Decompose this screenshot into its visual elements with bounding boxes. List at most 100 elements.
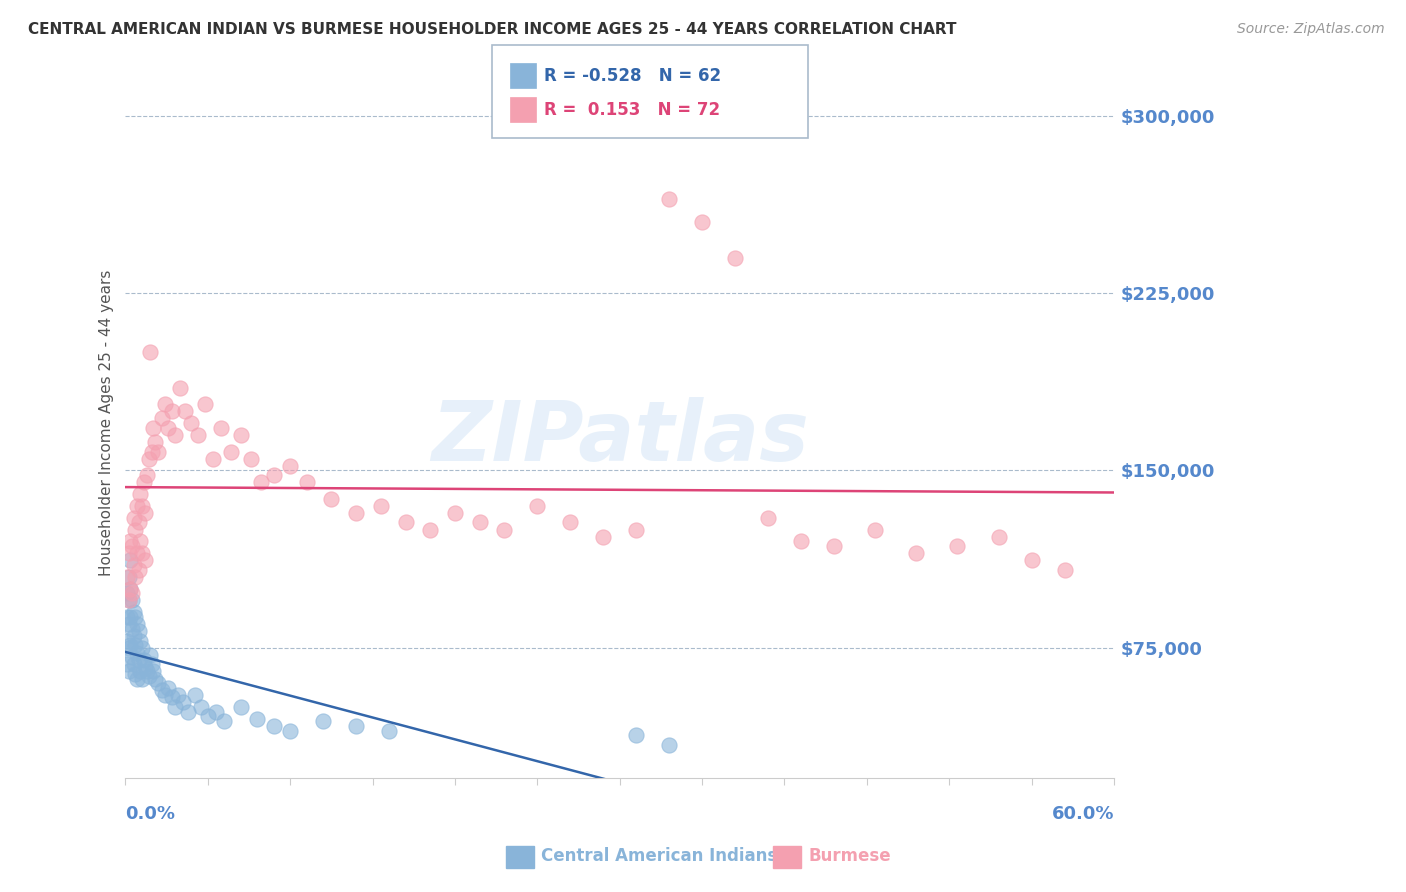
Point <box>120 582 142 596</box>
Point <box>124 666 146 681</box>
Point <box>167 688 190 702</box>
Point <box>121 622 143 636</box>
Point <box>219 444 242 458</box>
Point <box>118 593 141 607</box>
Point <box>150 411 173 425</box>
Point <box>124 570 146 584</box>
Text: 0.0%: 0.0% <box>125 805 176 823</box>
Text: ZIPatlas: ZIPatlas <box>430 397 808 478</box>
Point <box>125 499 148 513</box>
Point <box>658 738 681 752</box>
Point <box>129 534 152 549</box>
Point <box>125 546 148 560</box>
Point <box>157 421 180 435</box>
Point <box>124 610 146 624</box>
Point <box>115 610 138 624</box>
Point <box>121 539 143 553</box>
Point <box>122 558 145 572</box>
Text: R = -0.528   N = 62: R = -0.528 N = 62 <box>544 67 721 85</box>
Point <box>142 665 165 679</box>
Point <box>987 530 1010 544</box>
Point <box>239 451 262 466</box>
Point <box>246 712 269 726</box>
Point <box>197 709 219 723</box>
Point <box>120 610 142 624</box>
Text: 60.0%: 60.0% <box>1052 805 1114 823</box>
Point <box>131 672 153 686</box>
Point <box>163 428 186 442</box>
Point <box>624 523 647 537</box>
Point <box>134 659 156 673</box>
Point <box>157 681 180 695</box>
Point <box>229 699 252 714</box>
Point <box>115 570 138 584</box>
Point <box>193 397 215 411</box>
Point <box>138 669 160 683</box>
Point <box>128 624 150 639</box>
Point <box>153 688 176 702</box>
Point <box>135 468 157 483</box>
Point <box>129 487 152 501</box>
Point <box>560 516 582 530</box>
Point <box>122 629 145 643</box>
Point <box>115 657 138 672</box>
Point <box>121 650 143 665</box>
Point <box>756 510 779 524</box>
Text: Central American Indians: Central American Indians <box>541 847 778 865</box>
Point <box>125 672 148 686</box>
Point <box>187 428 209 442</box>
Point <box>143 435 166 450</box>
Point <box>141 444 163 458</box>
Point <box>135 665 157 679</box>
Point <box>229 428 252 442</box>
Point <box>118 640 141 655</box>
Point <box>125 646 148 660</box>
Point <box>444 506 467 520</box>
Point <box>190 699 212 714</box>
Point <box>118 665 141 679</box>
Point <box>124 523 146 537</box>
Point <box>128 652 150 666</box>
Point <box>177 705 200 719</box>
Point <box>905 546 928 560</box>
Point <box>205 705 228 719</box>
Point <box>278 723 301 738</box>
Point <box>169 381 191 395</box>
Point <box>128 563 150 577</box>
Point <box>134 506 156 520</box>
Point <box>148 676 170 690</box>
Point <box>121 593 143 607</box>
Point <box>131 640 153 655</box>
Point <box>132 652 155 666</box>
Point <box>120 582 142 596</box>
Point <box>321 491 343 506</box>
Point <box>148 444 170 458</box>
Point <box>122 510 145 524</box>
Point <box>139 345 162 359</box>
Point <box>724 251 747 265</box>
Point <box>183 688 205 702</box>
Point <box>494 523 516 537</box>
Point <box>295 475 318 490</box>
Point <box>120 553 142 567</box>
Y-axis label: Householder Income Ages 25 - 44 years: Householder Income Ages 25 - 44 years <box>100 270 114 576</box>
Point <box>122 605 145 619</box>
Point <box>370 499 392 513</box>
Point <box>143 672 166 686</box>
Point <box>122 657 145 672</box>
Point <box>120 639 142 653</box>
Point <box>209 421 232 435</box>
Point <box>823 539 845 553</box>
Point <box>118 570 141 584</box>
Point <box>124 639 146 653</box>
Point <box>138 451 160 466</box>
Point <box>150 683 173 698</box>
Point <box>624 728 647 742</box>
Point <box>263 719 285 733</box>
Point <box>142 421 165 435</box>
Point <box>1053 563 1076 577</box>
Point <box>278 458 301 473</box>
Point <box>173 404 195 418</box>
Point <box>690 215 713 229</box>
Point <box>131 546 153 560</box>
